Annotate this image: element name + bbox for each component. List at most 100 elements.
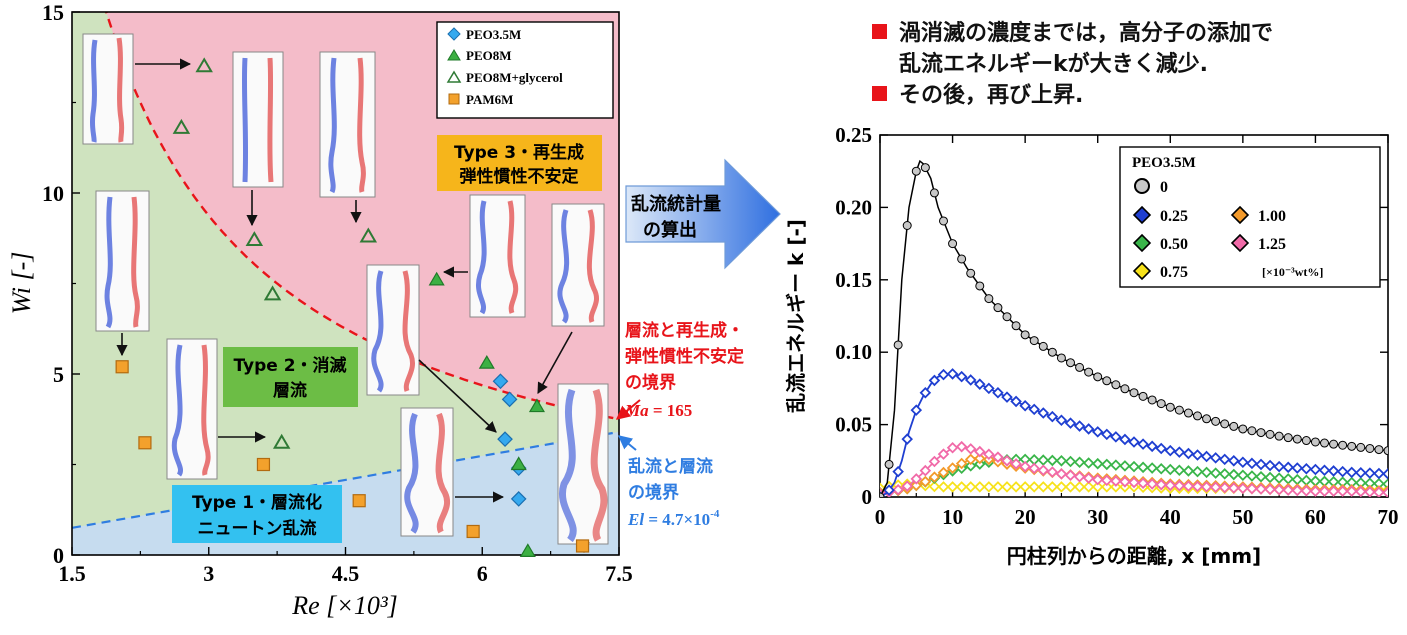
data-point-series-1.25 bbox=[1255, 483, 1267, 495]
data-point-series-0 bbox=[1029, 336, 1039, 346]
left-x-tick-label: 7.5 bbox=[605, 561, 633, 586]
right-legend-item-1: 0.25 bbox=[1160, 208, 1188, 225]
data-point-series-0.75 bbox=[928, 480, 941, 493]
blue-el-exponent: -4 bbox=[710, 508, 720, 520]
data-point-series-0.50 bbox=[964, 460, 977, 472]
data-point-series-0.25 bbox=[1345, 466, 1358, 479]
data-point-series-0.50 bbox=[1382, 478, 1388, 490]
legend-diamond-orange-icon bbox=[1230, 205, 1250, 225]
data-point-series-0 bbox=[1310, 437, 1320, 447]
flow-image-6 bbox=[551, 203, 605, 327]
data-point-series-0.75 bbox=[1010, 481, 1022, 493]
data-point-series-0.75 bbox=[1091, 481, 1104, 493]
left-x-tick-label: 6 bbox=[477, 561, 488, 586]
red-boundary-annotation: 層流と再生成・ 弾性慣性不安定 の境界 Ma = 165 bbox=[615, 320, 744, 420]
data-point-pam6m bbox=[256, 457, 271, 472]
type2-label: Type 2・消滅 層流 bbox=[223, 347, 358, 407]
data-point-series-0.75 bbox=[1001, 481, 1013, 493]
right-legend-item-3: 0.75 bbox=[1160, 264, 1188, 281]
data-point-peo8m-glycerol bbox=[245, 231, 264, 247]
data-point-series-0.75 bbox=[1073, 481, 1086, 493]
right-energy-chart: 0 10 20 30 40 50 60 70 0 0.05 0.10 0.15 0.20 0.25 PE… bbox=[784, 123, 1399, 568]
data-point-series-0 bbox=[1156, 399, 1166, 409]
data-point-series-0 bbox=[1202, 414, 1212, 424]
data-point-series-0.25 bbox=[1146, 440, 1158, 453]
data-point-pam6m bbox=[466, 524, 480, 539]
data-point-series-0 bbox=[1220, 419, 1230, 429]
data-point-series-0 bbox=[1211, 416, 1221, 426]
data-point-series-0 bbox=[880, 492, 885, 497]
data-point-series-0 bbox=[1084, 367, 1094, 377]
data-point-series-1.25 bbox=[1101, 474, 1113, 487]
data-point-series-1.25 bbox=[1246, 482, 1258, 495]
right-x-tick-label: 10 bbox=[942, 505, 963, 529]
left-x-tick-label: 4.5 bbox=[332, 561, 360, 586]
data-point-series-1.00 bbox=[919, 475, 932, 488]
data-point-series-1.25 bbox=[1355, 485, 1367, 497]
right-y-tick-label: 0.20 bbox=[835, 195, 872, 219]
data-point-series-0.25 bbox=[1128, 436, 1140, 448]
data-point-series-0 bbox=[1147, 395, 1157, 405]
data-point-series-1.25 bbox=[1028, 462, 1040, 475]
right-legend-title: PEO3.5M bbox=[1132, 155, 1196, 171]
data-point-series-0 bbox=[1329, 439, 1339, 449]
data-point-series-0.25 bbox=[1037, 407, 1050, 419]
right-x-tick-label: 20 bbox=[1015, 505, 1036, 529]
left-legend: PEO3.5M PEO8M PEO8M+glycerol PAM6M bbox=[436, 21, 614, 119]
left-legend-item-1: PEO3.5M bbox=[466, 27, 521, 42]
data-point-series-0.25 bbox=[892, 465, 904, 478]
data-point-series-0.25 bbox=[1064, 417, 1077, 429]
data-point-series-0 bbox=[1047, 347, 1057, 357]
right-y-tick-label: 0.15 bbox=[835, 268, 872, 292]
right-x-ticks: 0 10 20 30 40 50 60 70 bbox=[875, 135, 1399, 529]
right-legend: PEO3.5M 0 0.25 0.50 0.75 1.00 1.25 [×10⁻… bbox=[1119, 146, 1381, 288]
data-point-series-0.25 bbox=[1046, 410, 1059, 423]
data-point-series-0.25 bbox=[1355, 466, 1367, 479]
data-point-series-0.25 bbox=[1237, 456, 1249, 469]
data-point-series-1.25 bbox=[1345, 485, 1358, 497]
blue-el-value: = 4.7×10 bbox=[644, 510, 710, 529]
data-point-series-0.50 bbox=[1073, 456, 1086, 469]
data-point-series-0.50 bbox=[1182, 465, 1195, 477]
process-arrow: 乱流統計量 の算出 bbox=[625, 158, 781, 270]
data-point-series-0.50 bbox=[1128, 460, 1140, 473]
data-point-series-0.50 bbox=[1101, 458, 1113, 471]
data-point-series-0 bbox=[1274, 431, 1284, 441]
data-point-series-0.50 bbox=[1046, 454, 1059, 467]
data-point-series-0.50 bbox=[1209, 467, 1222, 479]
data-point-series-1.00 bbox=[964, 453, 977, 466]
data-point-series-0.25 bbox=[1282, 461, 1294, 474]
data-point-series-0.50 bbox=[1146, 462, 1158, 474]
data-point-series-0 bbox=[993, 303, 1003, 313]
right-legend-item-5: 1.25 bbox=[1258, 236, 1286, 253]
data-point-series-1.25 bbox=[1173, 480, 1186, 492]
data-point-series-0.25 bbox=[1228, 455, 1240, 467]
data-point-series-0.25 bbox=[937, 368, 950, 381]
data-point-series-1.25 bbox=[1073, 470, 1086, 483]
data-point-peo8m-glycerol bbox=[272, 433, 291, 449]
type3-label: Type 3・再生成 弾性慣性不安定 bbox=[437, 135, 602, 191]
data-point-peo8m bbox=[428, 271, 445, 286]
data-point-series-1.25 bbox=[1164, 479, 1177, 492]
data-point-series-1.25 bbox=[1200, 481, 1213, 493]
data-point-series-0 bbox=[939, 216, 948, 226]
data-point-series-1.00 bbox=[910, 479, 923, 492]
flow-image-5 bbox=[469, 194, 526, 318]
type3-label-line2: 弾性慣性不安定 bbox=[460, 166, 579, 187]
type1-label-line2: ニュートン乱流 bbox=[198, 518, 317, 539]
type2-label-line1: Type 2・消滅 bbox=[233, 355, 346, 376]
data-point-series-1.25 bbox=[1382, 486, 1388, 497]
data-point-series-0 bbox=[1256, 428, 1266, 438]
data-point-series-0.50 bbox=[1155, 462, 1167, 475]
right-legend-item-4: 1.00 bbox=[1258, 208, 1286, 225]
data-point-series-1.25 bbox=[1327, 485, 1340, 497]
data-point-series-0.25 bbox=[1300, 462, 1313, 475]
data-point-series-1.25 bbox=[1364, 486, 1376, 497]
data-point-series-0.75 bbox=[1055, 481, 1068, 493]
blue-el-variable: El bbox=[627, 510, 644, 529]
arrow-text-line2: の算出 bbox=[643, 219, 697, 241]
data-point-series-0.25 bbox=[1137, 438, 1149, 450]
data-point-series-0 bbox=[966, 268, 976, 278]
red-annotation-line2: 弾性慣性不安定 bbox=[625, 346, 744, 367]
